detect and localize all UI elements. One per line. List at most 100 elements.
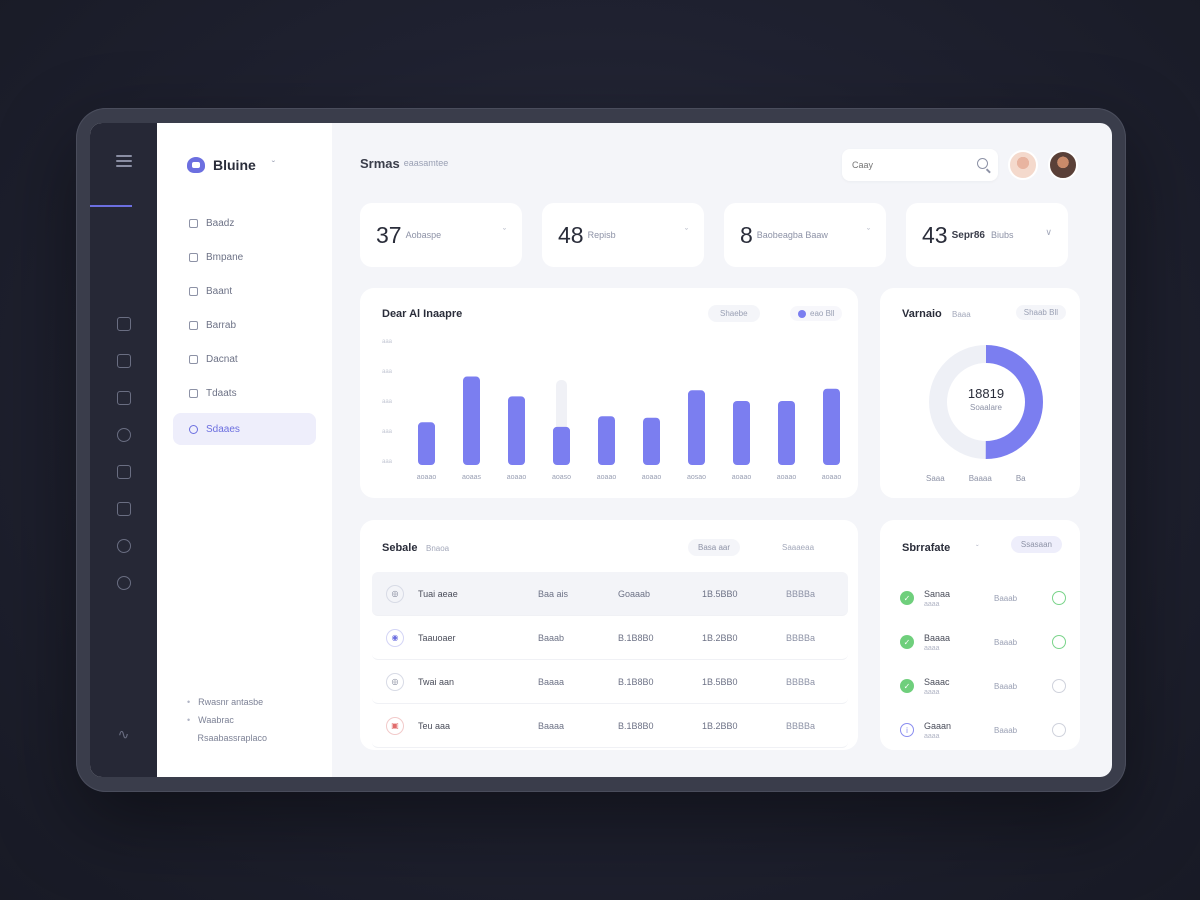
rail-collapse-icon[interactable]: ∿: [117, 726, 130, 742]
list-item[interactable]: ✓ Baaaa aaaa Baaab: [900, 620, 1068, 664]
bar[interactable]: [553, 426, 570, 465]
legend-label: eao Bll: [810, 309, 835, 318]
y-tick-label: aaa: [382, 459, 393, 465]
bar[interactable]: [463, 376, 480, 465]
donut-slice[interactable]: [929, 345, 1043, 459]
list-item[interactable]: ✓ Saaac aaaa Baaab: [900, 664, 1068, 708]
table-filter-pill[interactable]: Basa aar: [688, 539, 741, 556]
list-item-status: Baaab: [994, 681, 1018, 691]
rail-file-icon[interactable]: [116, 502, 131, 516]
list-filter-pill[interactable]: Ssasaan: [1010, 536, 1062, 553]
chart-filter-pill[interactable]: Shaebe: [708, 305, 760, 322]
x-tick-label: aoaao: [507, 474, 527, 481]
sidebar: Bluine ˇ Baadz Bmpane Baant Barrab Dacna…: [157, 123, 332, 777]
donut-center: 18819 Soaalare: [928, 386, 1044, 412]
avatar[interactable]: [1008, 150, 1038, 180]
user-avatar[interactable]: [1048, 150, 1078, 180]
bar[interactable]: [688, 390, 705, 465]
footer-link[interactable]: • Rwasnr antasbe: [187, 697, 264, 707]
table-subtitle: Bnaoa: [426, 544, 450, 553]
bar[interactable]: [598, 416, 615, 465]
cloud-logo-icon: [187, 157, 205, 173]
sidebar-item-active[interactable]: Sdaaes: [173, 413, 316, 445]
list-item-status: Baaab: [994, 637, 1018, 647]
chevron-down-icon[interactable]: ˇ: [685, 227, 688, 237]
footer-link[interactable]: Rsaabassraplaco: [197, 733, 268, 743]
table-row[interactable]: ◎ Tuai aeae Baa ais Goaaab 1B.5BB0 BBBBa: [372, 572, 848, 616]
rail-shield-icon[interactable]: [116, 428, 131, 442]
x-tick-label: aoaao: [597, 474, 617, 481]
page-title: Srmas: [360, 155, 400, 171]
hamburger-menu-icon[interactable]: [115, 155, 132, 167]
sidebar-item-label: Sdaaes: [206, 423, 240, 435]
status-list-card: Sbrrafate ˇ Ssasaan ✓ Sanaa aaaa Baaab ✓ …: [880, 520, 1080, 750]
sidebar-item[interactable]: Barrab: [173, 309, 316, 341]
rail-active-indicator: [90, 205, 132, 207]
x-tick-label: aoaao: [417, 474, 437, 481]
radio-empty-icon[interactable]: [1052, 679, 1066, 693]
sidebar-nav: Baadz Bmpane Baant Barrab Dacnat Tdaats …: [173, 207, 316, 445]
radio-check-icon[interactable]: [1052, 635, 1066, 649]
row-name: Twai aan: [418, 676, 455, 687]
rail-search-icon[interactable]: [116, 539, 131, 553]
rail-grid-icon[interactable]: [116, 465, 131, 479]
row-status-icon: ▣: [386, 716, 404, 735]
chevron-down-icon[interactable]: ˇ: [976, 544, 979, 553]
stat-card[interactable]: 37 Aobaspe ˇ: [360, 203, 522, 267]
stat-label: Sepr86: [951, 229, 985, 241]
nav-icon: [189, 286, 198, 296]
footer-link[interactable]: • Waabrac: [187, 715, 234, 725]
list-item-name: Baaaa: [924, 632, 951, 643]
search-input[interactable]: [852, 160, 962, 170]
y-tick-label: aaa: [382, 429, 393, 435]
chevron-down-icon[interactable]: ∨: [1045, 227, 1052, 237]
table-row[interactable]: ▣ Teu aaa Baaaa B.1B8B0 1B.2BB0 BBBBa: [372, 704, 848, 748]
sidebar-item[interactable]: Baadz: [173, 207, 316, 239]
row-value-a: Goaaab: [618, 588, 651, 599]
donut-filter-pill[interactable]: Shaab Bll: [1015, 305, 1066, 320]
bar[interactable]: [778, 400, 795, 465]
table-row[interactable]: ◉ Taauoaer Baaab B.1B8B0 1B.2BB0 BBBBa: [372, 616, 848, 660]
y-tick-label: aaa: [382, 369, 393, 375]
chevron-down-icon[interactable]: ˇ: [867, 227, 870, 237]
donut-legend-item: Ba: [1015, 474, 1026, 483]
stat-card[interactable]: 48 Repisb ˇ: [542, 203, 704, 267]
table-row[interactable]: ◎ Twai aan Baaaa B.1B8B0 1B.5BB0 BBBBa: [372, 660, 848, 704]
stat-sublabel: Biubs: [990, 230, 1014, 240]
bar[interactable]: [733, 400, 750, 465]
bar[interactable]: [508, 396, 525, 465]
list-item-name: Gaaan: [924, 720, 952, 731]
radio-check-icon[interactable]: [1052, 591, 1066, 605]
bar[interactable]: [418, 422, 435, 465]
chevron-down-icon[interactable]: ˇ: [503, 227, 506, 237]
row-value-c: BBBBa: [786, 588, 816, 599]
table-sort-pill[interactable]: Saaaeaa: [782, 543, 815, 552]
row-status-icon: ◎: [386, 584, 404, 603]
y-tick-label: aaa: [382, 339, 393, 345]
radio-empty-icon[interactable]: [1052, 723, 1066, 737]
list-item-sub: aaaa: [924, 600, 940, 608]
stat-card[interactable]: 43 Sepr86 Biubs ∨: [906, 203, 1068, 267]
chart-legend[interactable]: eao Bll: [790, 306, 843, 321]
chevron-down-icon[interactable]: ˇ: [271, 159, 276, 171]
sidebar-item[interactable]: Bmpane: [173, 241, 316, 273]
rail-zoom-icon[interactable]: [116, 576, 131, 590]
bar[interactable]: [643, 417, 660, 465]
check-badge-icon: ✓: [900, 635, 914, 649]
rail-edit-icon[interactable]: [116, 317, 131, 331]
stat-card[interactable]: 8 Baobeagba Baaw ˇ: [724, 203, 886, 267]
bar[interactable]: [823, 388, 840, 465]
list-item[interactable]: i Gaaan aaaa Baaab: [900, 708, 1068, 752]
rail-calendar-icon[interactable]: [116, 391, 131, 405]
legend-dot-icon: [798, 309, 806, 318]
table-title: Sebale: [382, 542, 418, 554]
sidebar-item[interactable]: Dacnat: [173, 343, 316, 375]
rail-inbox-icon[interactable]: [116, 354, 131, 368]
donut-card: Varnaio Baaa Shaab Bll 18819 Soaalare Sa…: [880, 288, 1080, 498]
search-box[interactable]: [842, 149, 998, 181]
search-icon[interactable]: [977, 158, 988, 169]
list-item[interactable]: ✓ Sanaa aaaa Baaab: [900, 576, 1068, 620]
sidebar-item[interactable]: Baant: [173, 275, 316, 307]
sidebar-item[interactable]: Tdaats: [173, 377, 316, 409]
brand[interactable]: Bluine ˇ: [173, 157, 316, 173]
